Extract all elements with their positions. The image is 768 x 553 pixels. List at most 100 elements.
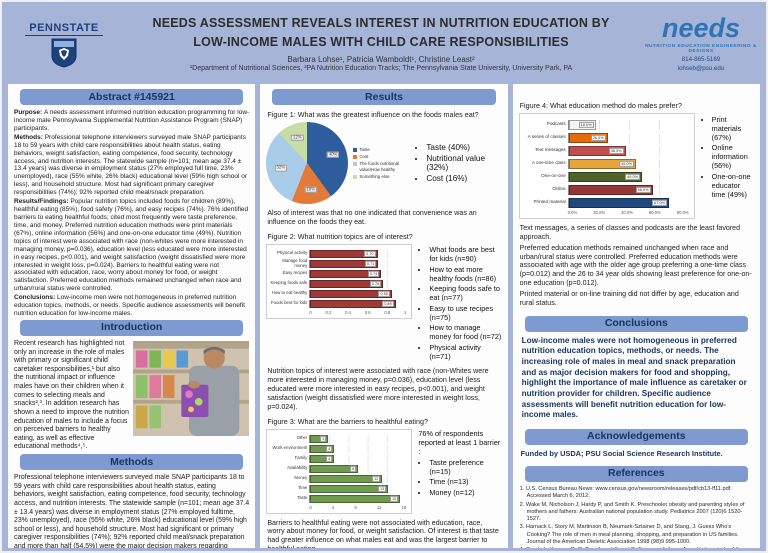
bar: 0.76 — [310, 279, 384, 288]
bar-data-label: 0.85 — [378, 290, 390, 297]
bar-category-label: Text messages — [535, 147, 566, 153]
bar-category-label: A series of classes — [527, 134, 566, 140]
bar-track: 8 — [309, 464, 407, 473]
needs-wordmark: needs — [661, 12, 741, 43]
pie-data-label: 12% — [291, 134, 304, 142]
reference-item: 3. Harnack L, Story M, Martinson B, Neum… — [519, 524, 739, 545]
bar-track: 3 — [309, 434, 407, 443]
needs-email: lohseb@psu.edu — [677, 64, 725, 72]
bar: 38.0% — [568, 145, 626, 156]
pie-data-label: 40% — [326, 151, 340, 158]
bar: 26.0% — [568, 132, 608, 143]
bar: 4 — [310, 444, 335, 453]
bullet-item: Physical activity (n=71) — [429, 343, 501, 361]
bar: 45.0% — [568, 158, 637, 169]
figure4-note-3: Printed material or on-line training did… — [519, 290, 739, 307]
bar-data-label: 0.76 — [369, 280, 382, 287]
legend-swatch — [353, 155, 358, 160]
axis-spacer — [269, 309, 309, 315]
bar-data-label: 26.0% — [590, 134, 606, 141]
bar: 12 — [310, 474, 383, 483]
title-line-2: LOW-INCOME MALES WITH CHILD CARE RESPONS… — [193, 35, 569, 49]
abstract-header: Abstract #145921 — [20, 89, 244, 105]
bar-category-label: Family — [294, 455, 308, 461]
figure1-bullets: Taste (40%) Nutritional value (32%) Cost (… — [415, 141, 501, 185]
axis-tick: 8 — [354, 504, 357, 510]
bullet-item: What foods are best for kids (n=90) — [429, 245, 501, 263]
bar: 13 — [310, 484, 389, 493]
methods-text: Professional telephone interviewers surv… — [14, 474, 250, 548]
bar-track: 0.71 — [309, 259, 407, 268]
bullet-item: Nutritional value (32%) — [426, 154, 501, 172]
results-header: Results — [272, 89, 496, 105]
bar-row: Other 3 — [269, 434, 407, 444]
bar-row: Money 12 — [269, 474, 407, 484]
bar: 4 — [310, 454, 335, 463]
bar-data-label: 49.0% — [625, 173, 641, 180]
references-header: References — [524, 465, 748, 482]
bar-row: One-on-one 49.0% — [522, 170, 689, 183]
bar-data-label: 3 — [320, 435, 327, 442]
figure4-bar-chart: Podcasts 18.0% A series of classes 26.0% Tex… — [518, 113, 695, 219]
figure3-side: 76% of respondents reported at least 1 b… — [418, 429, 501, 499]
legend-swatch — [353, 174, 358, 179]
bullet-item: Print materials (67%) — [712, 115, 754, 142]
poster-body: Abstract #145921 Purpose: A needs assess… — [8, 84, 760, 548]
bar-data-label: 12 — [372, 475, 381, 482]
figure1-note: Also of interest was that no one indicat… — [267, 209, 477, 226]
axis-spacer — [269, 504, 309, 510]
bar-track: 4 — [309, 444, 407, 453]
bar-x-axis: 0 0.2 0.4 0.6 0.8 1 — [269, 309, 406, 315]
bar: 0.89 — [310, 299, 396, 308]
bar: 8 — [310, 464, 359, 473]
axis-tick: 80.0% — [676, 210, 689, 215]
middle-column: Results Figure 1: What was the greatest … — [260, 84, 508, 548]
needs-phone: 814-865-5169 — [681, 55, 721, 63]
bullet-item: Online information (56%) — [712, 143, 754, 170]
axis-tick-labels: 0 4 8 12 16 — [309, 505, 406, 510]
legend-item: Taste — [353, 147, 409, 153]
figure2: Physical activity 0.70 Manage food money 0.… — [266, 243, 501, 363]
figure2-caption: Figure 2: What nutrition topics are of i… — [267, 231, 413, 241]
introduction-header: Introduction — [20, 319, 244, 336]
bar-data-label: 15 — [390, 495, 399, 502]
bar-category-label: Work environment — [272, 445, 308, 451]
bullet-item: Time (n=13) — [429, 477, 501, 486]
bar-data-label: 0.70 — [363, 250, 376, 257]
bar: 0.85 — [310, 289, 392, 298]
bar-row: A series of classes 26.0% — [522, 131, 689, 144]
acknowledgements-text: Funded by USDA; PSU Social Science Resea… — [520, 448, 723, 458]
figure2-bullets: What foods are best for kids (n=90) How t… — [418, 244, 501, 363]
pie-data-label: 16% — [304, 186, 317, 194]
bar-data-label: 0.71 — [364, 260, 377, 267]
bar-row: Keeping foods safe 0.76 — [269, 279, 407, 289]
bar-category-label: Foods best for kids — [271, 300, 308, 306]
figure3-bullets-intro: 76% of respondents reported at least 1 b… — [418, 428, 501, 456]
bar-row: Online 56.0% — [522, 183, 689, 196]
figure4-note-2: Preferred education methods remained unc… — [519, 243, 752, 288]
bar-track: 0.70 — [309, 249, 407, 258]
legend-swatch — [353, 162, 358, 167]
axis-spacer — [522, 209, 568, 215]
legend-label: Taste — [359, 147, 370, 153]
abstract-paragraph: Methods: Professional telephone intervie… — [14, 133, 248, 197]
figure4-note-1: Text messages, a series of classes and p… — [519, 224, 741, 241]
introduction-text: Recent research has highlighted not only… — [14, 340, 250, 452]
conclusions-header: Conclusions — [524, 315, 748, 332]
bar-category-label: Availability — [287, 465, 308, 471]
figure3-caption: Figure 3: What are the barriers to healt… — [267, 416, 428, 426]
legend-swatch — [353, 148, 358, 153]
figure3-bar-chart: Other 3 Work environment 4 Family 4 Availabili… — [266, 428, 413, 514]
bar-track: 0.76 — [309, 279, 407, 288]
axis-tick: 0.2 — [325, 309, 332, 315]
bar-row: Availability 8 — [269, 464, 407, 474]
axis-tick: 12 — [376, 504, 382, 510]
needs-logo: needs NUTRITION EDUCATION ENGINEERING & … — [642, 12, 760, 72]
axis-tick: 0.0% — [567, 210, 578, 215]
bar-data-label: 8 — [350, 465, 357, 472]
bar-track: 67.0% — [567, 197, 689, 208]
bar-data-label: 67.0% — [652, 199, 668, 206]
axis-tick: 4 — [331, 504, 335, 510]
abstract-paragraph: Purpose: A needs assessment informed nut… — [14, 109, 250, 132]
